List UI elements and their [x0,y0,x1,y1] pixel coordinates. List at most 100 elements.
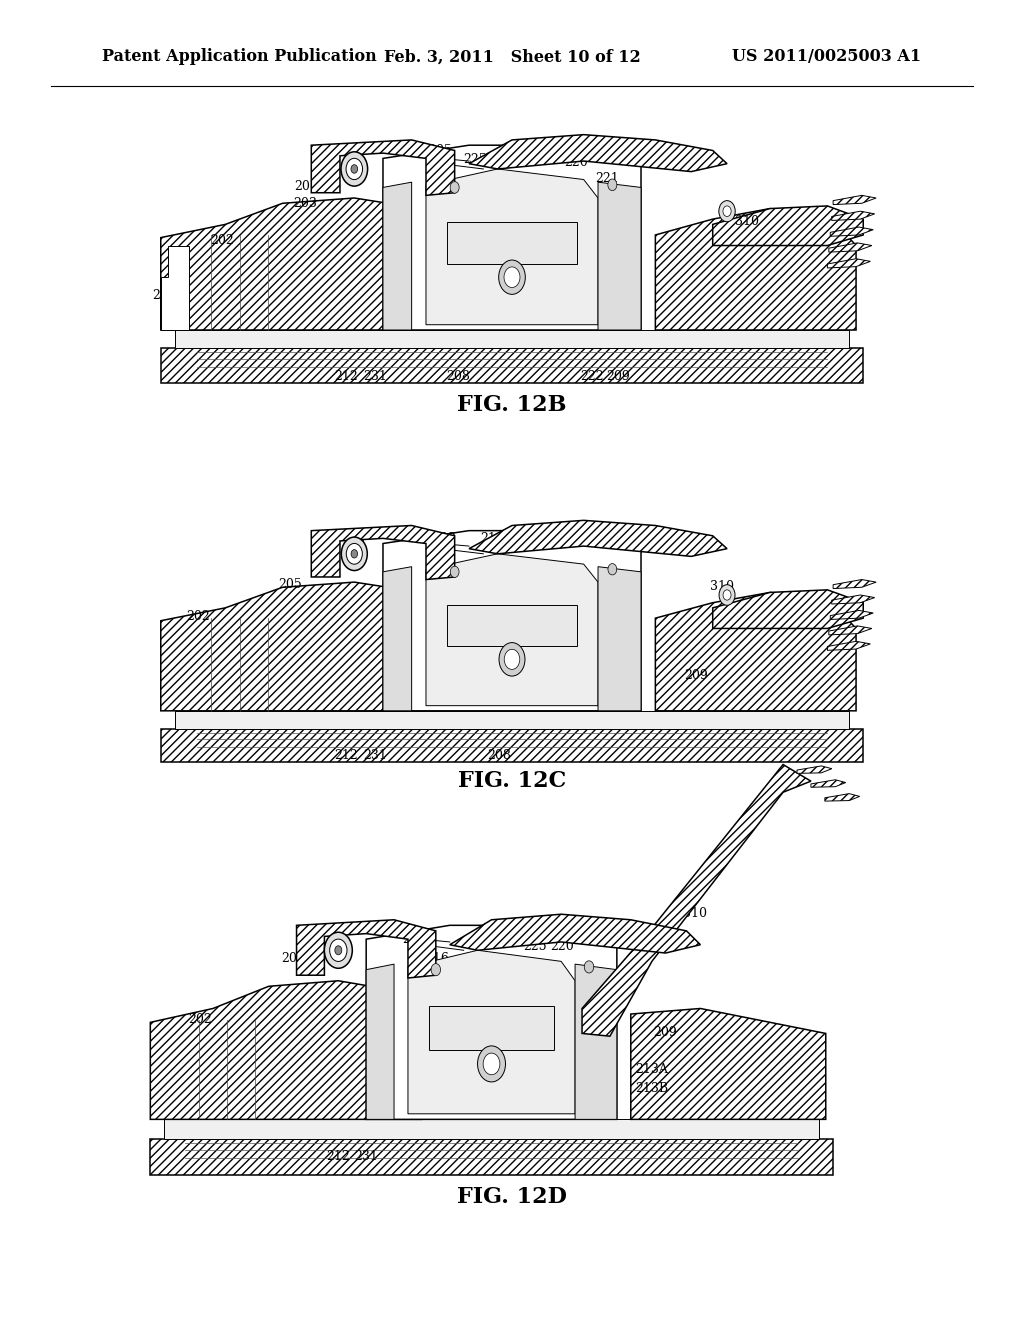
Text: 212: 212 [334,370,358,383]
Circle shape [341,152,368,186]
Circle shape [504,649,520,669]
Polygon shape [713,206,863,246]
Text: 310: 310 [735,215,759,228]
Circle shape [341,537,368,570]
Polygon shape [447,606,577,647]
Polygon shape [161,582,440,710]
Polygon shape [834,195,877,205]
Polygon shape [811,780,846,787]
Circle shape [483,1053,500,1074]
Circle shape [477,1045,506,1082]
Text: 216: 216 [367,144,391,157]
Polygon shape [450,915,700,953]
Text: 202: 202 [188,1012,212,1026]
Polygon shape [575,964,616,1119]
Circle shape [351,165,357,173]
Text: 222: 222 [580,370,604,383]
Text: 205: 205 [279,578,302,591]
Text: 212: 212 [334,748,358,762]
Text: 209: 209 [684,669,708,682]
Polygon shape [383,145,641,330]
Polygon shape [834,579,877,589]
Polygon shape [825,793,860,801]
Circle shape [351,549,357,558]
Polygon shape [830,227,873,236]
Text: 221: 221 [595,172,620,185]
Polygon shape [426,554,598,706]
Polygon shape [383,566,412,710]
Polygon shape [828,626,871,635]
Polygon shape [175,710,849,729]
Text: 213A: 213A [635,1063,668,1076]
Polygon shape [429,1006,554,1051]
Polygon shape [828,243,871,252]
Text: 310: 310 [710,579,733,593]
Text: 216: 216 [425,952,450,965]
Text: 300: 300 [397,144,422,157]
Text: 231: 231 [354,1150,379,1163]
Polygon shape [367,964,394,1119]
Polygon shape [797,766,831,774]
Text: 207: 207 [401,933,426,946]
Circle shape [499,643,525,676]
Text: 310: 310 [683,907,707,920]
Polygon shape [598,182,641,330]
Circle shape [719,201,735,222]
Text: 212: 212 [326,1150,350,1163]
Circle shape [431,964,440,975]
Text: FIG. 12D: FIG. 12D [457,1187,567,1208]
Polygon shape [827,642,870,651]
Polygon shape [426,169,598,325]
Circle shape [608,564,616,576]
Text: 231: 231 [362,748,387,762]
Polygon shape [655,209,856,330]
Polygon shape [175,330,849,348]
Circle shape [346,158,362,180]
Text: 216: 216 [480,532,505,545]
Polygon shape [582,764,811,1036]
Circle shape [335,945,342,954]
Text: FIG. 12B: FIG. 12B [458,395,566,416]
Text: 300: 300 [492,927,516,940]
Circle shape [325,932,352,969]
Polygon shape [151,1139,833,1175]
Circle shape [451,182,459,193]
Text: 213B: 213B [635,1082,668,1096]
Text: 202: 202 [210,234,233,247]
Text: Patent Application Publication: Patent Application Publication [102,49,377,65]
Text: 202: 202 [186,610,210,623]
Polygon shape [161,348,863,383]
Polygon shape [408,950,575,1114]
Polygon shape [297,920,436,978]
Text: 203: 203 [432,532,457,545]
Polygon shape [164,1119,819,1139]
Polygon shape [830,610,873,619]
Text: 209: 209 [606,370,631,383]
Polygon shape [713,590,863,628]
Text: 225: 225 [463,153,487,166]
Text: 231: 231 [362,370,387,383]
Text: US 2011/0025003 A1: US 2011/0025003 A1 [732,49,922,65]
Polygon shape [161,729,863,763]
Circle shape [719,585,735,606]
Polygon shape [311,525,455,579]
Text: FIG. 12C: FIG. 12C [458,771,566,792]
Circle shape [608,180,616,190]
Text: Feb. 3, 2011   Sheet 10 of 12: Feb. 3, 2011 Sheet 10 of 12 [384,49,640,65]
Polygon shape [383,182,412,330]
Text: 207: 207 [294,180,317,193]
Text: 203: 203 [294,197,317,210]
Text: 220: 220 [550,940,574,953]
Circle shape [346,544,362,564]
Polygon shape [367,925,616,1119]
Text: 209: 209 [653,1026,677,1039]
Polygon shape [831,211,874,220]
Polygon shape [469,520,727,557]
Text: 208: 208 [486,748,511,762]
Polygon shape [598,566,641,710]
Text: 207: 207 [344,532,369,545]
Polygon shape [631,1008,825,1119]
Text: 208: 208 [445,370,470,383]
Polygon shape [161,246,189,330]
Circle shape [451,566,459,577]
